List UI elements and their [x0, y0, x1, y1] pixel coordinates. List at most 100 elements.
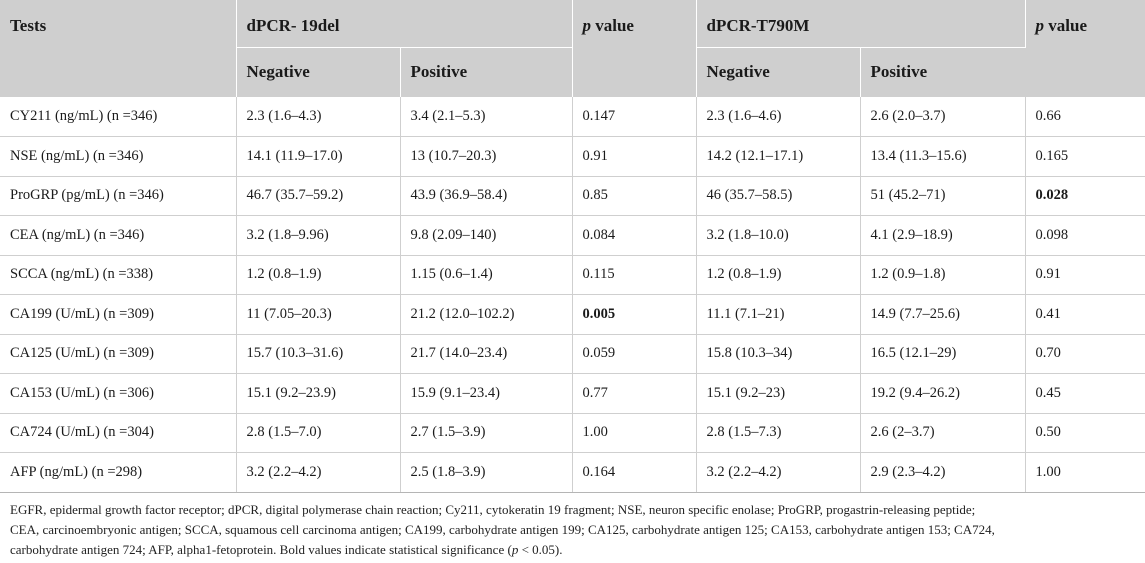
del19-positive-cell: 2.7 (1.5–3.9) [400, 413, 573, 453]
header-p-value-t790m: p value [1025, 0, 1145, 97]
test-name-cell: SCCA (ng/mL) (n =338) [0, 255, 237, 295]
table-row: AFP (ng/mL) (n =298) 3.2 (2.2–4.2) 2.5 (1.… [0, 452, 1145, 493]
header-group-19del: dPCR- 19del [236, 0, 573, 48]
t790m-p-value-cell: 0.41 [1025, 294, 1145, 335]
t790m-p-value-cell: 1.00 [1025, 452, 1145, 493]
header-t790m-negative: Negative [696, 47, 861, 97]
del19-positive-cell: 2.5 (1.8–3.9) [400, 452, 573, 493]
del19-negative-cell: 14.1 (11.9–17.0) [236, 136, 401, 177]
test-name-cell: CY211 (ng/mL) (n =346) [0, 97, 237, 137]
del19-negative-cell: 15.7 (10.3–31.6) [236, 334, 401, 374]
del19-p-value-cell: 0.91 [572, 136, 697, 177]
test-name-cell: ProGRP (pg/mL) (n =346) [0, 176, 237, 216]
del19-positive-cell: 13 (10.7–20.3) [400, 136, 573, 177]
header-19del-negative: Negative [236, 47, 401, 97]
del19-p-value-cell: 0.084 [572, 215, 697, 256]
t790m-negative-cell: 14.2 (12.1–17.1) [696, 136, 861, 177]
del19-p-value-cell: 0.059 [572, 334, 697, 374]
table-footnote: EGFR, epidermal growth factor receptor; … [0, 493, 1145, 560]
t790m-p-value-cell: 0.165 [1025, 136, 1145, 177]
table-row: CA125 (U/mL) (n =309) 15.7 (10.3–31.6) 21.… [0, 334, 1145, 374]
t790m-negative-cell: 2.3 (1.6–4.6) [696, 97, 861, 137]
t790m-positive-cell: 1.2 (0.9–1.8) [860, 255, 1026, 295]
del19-positive-cell: 21.7 (14.0–23.4) [400, 334, 573, 374]
header-group-t790m: dPCR-T790M [696, 0, 1026, 48]
del19-negative-cell: 2.3 (1.6–4.3) [236, 97, 401, 137]
header-tests: Tests [0, 0, 237, 97]
t790m-negative-cell: 3.2 (1.8–10.0) [696, 215, 861, 256]
del19-negative-cell: 46.7 (35.7–59.2) [236, 176, 401, 216]
table-row: CA199 (U/mL) (n =309) 11 (7.05–20.3) 21.2 … [0, 294, 1145, 335]
t790m-positive-cell: 4.1 (2.9–18.9) [860, 215, 1026, 256]
del19-positive-cell: 9.8 (2.09–140) [400, 215, 573, 256]
footnote-line: carbohydrate antigen 724; AFP, alpha1-fe… [10, 540, 1135, 560]
t790m-negative-cell: 11.1 (7.1–21) [696, 294, 861, 335]
del19-positive-cell: 21.2 (12.0–102.2) [400, 294, 573, 335]
test-name-cell: CA125 (U/mL) (n =309) [0, 334, 237, 374]
t790m-negative-cell: 15.1 (9.2–23) [696, 373, 861, 414]
del19-p-value-cell: 0.77 [572, 373, 697, 414]
test-name-cell: CA199 (U/mL) (n =309) [0, 294, 237, 335]
footnote-p-symbol: p [511, 541, 519, 557]
t790m-positive-cell: 2.9 (2.3–4.2) [860, 452, 1026, 493]
test-name-cell: CA153 (U/mL) (n =306) [0, 373, 237, 414]
table-body: CY211 (ng/mL) (n =346) 2.3 (1.6–4.3) 3.4 (… [0, 97, 1145, 493]
t790m-positive-cell: 19.2 (9.4–26.2) [860, 373, 1026, 414]
table-row: CA724 (U/mL) (n =304) 2.8 (1.5–7.0) 2.7 (1… [0, 413, 1145, 453]
p-symbol: p [582, 16, 592, 35]
t790m-negative-cell: 46 (35.7–58.5) [696, 176, 861, 216]
t790m-p-value-cell: 0.028 [1025, 176, 1145, 216]
t790m-negative-cell: 1.2 (0.8–1.9) [696, 255, 861, 295]
del19-positive-cell: 43.9 (36.9–58.4) [400, 176, 573, 216]
table-header: Tests dPCR- 19del p value dPCR-T790M p v… [0, 0, 1145, 97]
test-name-cell: AFP (ng/mL) (n =298) [0, 452, 237, 493]
t790m-p-value-cell: 0.70 [1025, 334, 1145, 374]
del19-positive-cell: 1.15 (0.6–1.4) [400, 255, 573, 295]
t790m-positive-cell: 13.4 (11.3–15.6) [860, 136, 1026, 177]
del19-negative-cell: 1.2 (0.8–1.9) [236, 255, 401, 295]
table-row: SCCA (ng/mL) (n =338) 1.2 (0.8–1.9) 1.15 (… [0, 255, 1145, 295]
header-p-value-19del: p value [572, 0, 697, 97]
table-row: CEA (ng/mL) (n =346) 3.2 (1.8–9.96) 9.8 (2… [0, 215, 1145, 256]
table-row: CY211 (ng/mL) (n =346) 2.3 (1.6–4.3) 3.4 (… [0, 97, 1145, 137]
t790m-p-value-cell: 0.098 [1025, 215, 1145, 256]
del19-p-value-cell: 0.005 [572, 294, 697, 335]
t790m-positive-cell: 14.9 (7.7–25.6) [860, 294, 1026, 335]
test-name-cell: CEA (ng/mL) (n =346) [0, 215, 237, 256]
del19-p-value-cell: 1.00 [572, 413, 697, 453]
del19-negative-cell: 15.1 (9.2–23.9) [236, 373, 401, 414]
del19-negative-cell: 11 (7.05–20.3) [236, 294, 401, 335]
del19-negative-cell: 3.2 (1.8–9.96) [236, 215, 401, 256]
test-name-cell: NSE (ng/mL) (n =346) [0, 136, 237, 177]
del19-p-value-cell: 0.164 [572, 452, 697, 493]
p-value-label: value [591, 16, 634, 35]
del19-p-value-cell: 0.85 [572, 176, 697, 216]
results-table: Tests dPCR- 19del p value dPCR-T790M p v… [0, 0, 1145, 493]
table-row: CA153 (U/mL) (n =306) 15.1 (9.2–23.9) 15.9… [0, 373, 1145, 414]
del19-p-value-cell: 0.147 [572, 97, 697, 137]
t790m-negative-cell: 15.8 (10.3–34) [696, 334, 861, 374]
p-value-label: value [1044, 16, 1087, 35]
header-19del-positive: Positive [400, 47, 573, 97]
footnote-text: < 0.05). [518, 541, 563, 557]
t790m-positive-cell: 51 (45.2–71) [860, 176, 1026, 216]
del19-negative-cell: 2.8 (1.5–7.0) [236, 413, 401, 453]
footnote-text: carbohydrate antigen 724; AFP, alpha1-fe… [10, 541, 512, 557]
t790m-positive-cell: 16.5 (12.1–29) [860, 334, 1026, 374]
table-row: ProGRP (pg/mL) (n =346) 46.7 (35.7–59.2) 4… [0, 176, 1145, 216]
footnote-line: EGFR, epidermal growth factor receptor; … [10, 501, 976, 517]
t790m-positive-cell: 2.6 (2–3.7) [860, 413, 1026, 453]
del19-p-value-cell: 0.115 [572, 255, 697, 295]
del19-positive-cell: 3.4 (2.1–5.3) [400, 97, 573, 137]
t790m-p-value-cell: 0.45 [1025, 373, 1145, 414]
del19-positive-cell: 15.9 (9.1–23.4) [400, 373, 573, 414]
t790m-positive-cell: 2.6 (2.0–3.7) [860, 97, 1026, 137]
t790m-p-value-cell: 0.66 [1025, 97, 1145, 137]
t790m-p-value-cell: 0.91 [1025, 255, 1145, 295]
p-symbol: p [1035, 16, 1045, 35]
test-name-cell: CA724 (U/mL) (n =304) [0, 413, 237, 453]
t790m-negative-cell: 3.2 (2.2–4.2) [696, 452, 861, 493]
header-t790m-positive: Positive [860, 47, 1026, 97]
table-row: NSE (ng/mL) (n =346) 14.1 (11.9–17.0) 13 (… [0, 136, 1145, 177]
